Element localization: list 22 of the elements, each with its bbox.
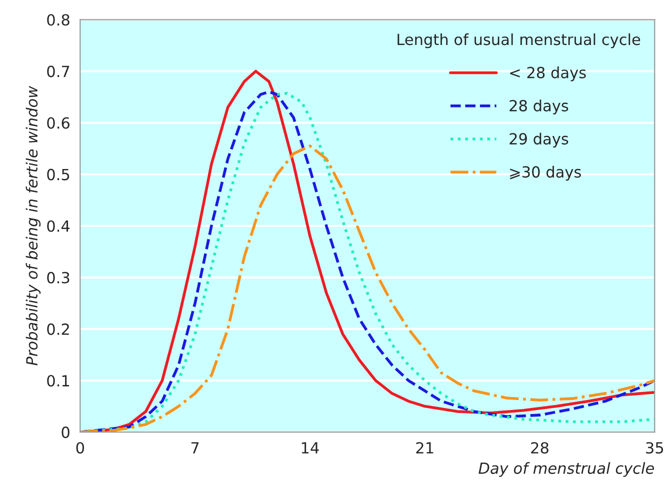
y-tick-label: 0.3 — [47, 272, 70, 284]
legend-title: Length of usual menstrual cycle — [398, 33, 640, 48]
y-tick-label: 0.7 — [47, 66, 70, 78]
y-tick-label: 0.8 — [47, 14, 70, 26]
legend-label: ⩾30 days — [510, 166, 581, 181]
y-tick-label: 0.1 — [47, 374, 70, 387]
legend-label: 29 days — [510, 132, 568, 148]
y-tick-label: 0.4 — [47, 220, 70, 232]
x-tick-label: 35 — [646, 442, 664, 454]
y-axis-title: Probability of being in fertile window — [26, 86, 41, 366]
y-tick-label: 0.5 — [47, 168, 70, 180]
y-tick-label: 0.6 — [47, 117, 70, 129]
x-tick-label: 0 — [76, 442, 84, 454]
y-tick-label: 0 — [62, 426, 70, 438]
x-tick-label: 21 — [416, 442, 434, 454]
y-tick-label: 0.2 — [47, 323, 69, 335]
x-tick-label: 28 — [531, 442, 548, 454]
x-tick-label: 7 — [191, 442, 199, 454]
x-tick-label: 14 — [302, 442, 319, 454]
legend-label: < 28 days — [510, 66, 586, 82]
legend-label: 28 days — [510, 100, 568, 114]
x-axis-title: Day of menstrual cycle — [478, 462, 654, 477]
